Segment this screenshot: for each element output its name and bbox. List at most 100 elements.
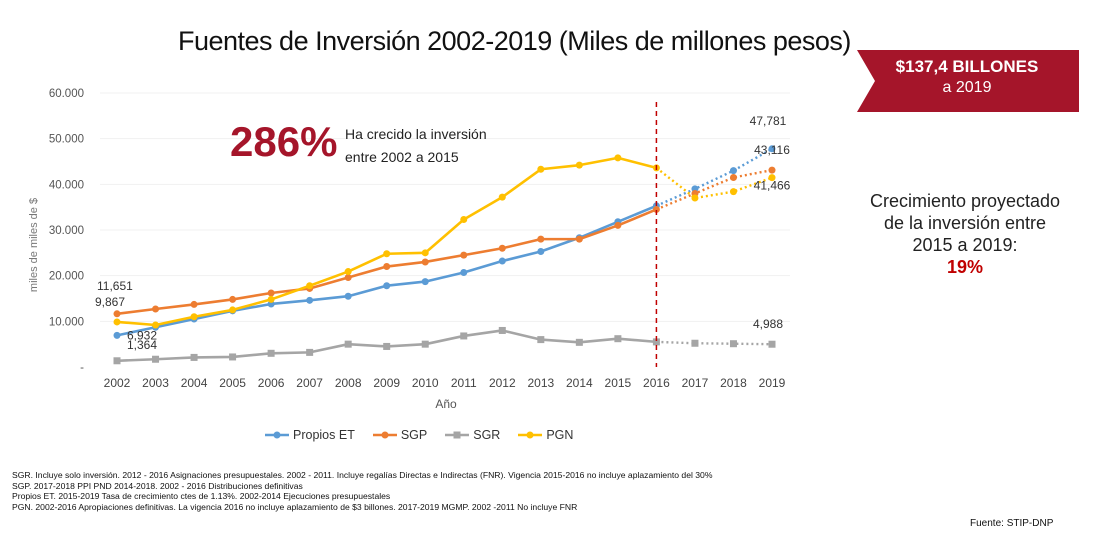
data-point-sgp: [344, 273, 352, 281]
data-point-pgn: [421, 249, 429, 257]
chart-legend: Propios ET SGP SGR PGN: [265, 428, 573, 442]
data-point-sgp: [537, 235, 545, 243]
x-tick-label: 2007: [296, 376, 323, 390]
data-point-sgp: [575, 235, 583, 243]
source-label: Fuente: STIP-DNP: [970, 518, 1054, 529]
x-tick-label: 2004: [181, 376, 208, 390]
data-point-propios-et: [460, 268, 468, 276]
data-point-sgp: [614, 221, 622, 229]
data-point-sgr: [614, 335, 622, 343]
data-point-sgr: [113, 357, 121, 365]
y-tick-label: 50.000: [49, 134, 84, 146]
data-point-sgr: [267, 349, 275, 357]
side-line1: Crecimiento proyectado: [869, 191, 1061, 211]
legend-swatch: [372, 431, 397, 439]
data-point-pgn: [344, 268, 352, 276]
legend-swatch: [265, 431, 289, 439]
footnote-propios: Propios ET. 2015-2019 Tasa de crecimient…: [12, 491, 391, 501]
x-tick-label: 2009: [373, 376, 400, 390]
legend-item-sgp: SGP: [372, 428, 427, 442]
data-point-sgr: [652, 338, 660, 346]
badge-year: a 2019: [942, 79, 992, 96]
footnote-sgp: SGP. 2017-2018 PPI PND 2014-2018. 2002 -…: [12, 480, 303, 491]
series-line-pgn: [116, 156, 657, 327]
data-point-sgp: [460, 251, 468, 259]
side-line2: de la inversión entre: [883, 213, 1047, 233]
legend-item-propios-et: Propios ET: [265, 428, 355, 442]
series-lines: [113, 145, 776, 365]
data-point-propios-et: [768, 145, 776, 153]
chart-title: Fuentes de Inversión 2002-2019 (Miles de…: [178, 26, 851, 56]
data-point-pgn: [498, 193, 506, 201]
y-tick-label: 30.000: [49, 225, 84, 237]
data-point-propios-et: [537, 247, 545, 255]
growth-note-line1: Ha crecido la inversión: [345, 126, 487, 142]
data-point-pgn: [267, 295, 275, 303]
x-tick-label: 2014: [566, 376, 593, 390]
y-tick-label: 10.000: [49, 316, 84, 328]
data-point-propios-et: [113, 331, 121, 339]
data-point-sgr: [460, 332, 468, 340]
data-point-sgp: [652, 205, 660, 213]
x-tick-label: 2005: [219, 376, 246, 390]
data-label: 11,651: [97, 279, 133, 293]
data-point-pgn: [729, 188, 737, 196]
data-point-sgp: [421, 258, 429, 266]
data-point-sgr: [229, 353, 237, 361]
series-projection-sgp: [655, 168, 773, 211]
legend-label: SGR: [473, 428, 501, 442]
data-point-pgn: [460, 215, 468, 223]
series-projection-sgr: [656, 340, 773, 346]
footnote-pgn: PGN. 2002-2016 Apropiaciones definitivas…: [12, 501, 578, 512]
projected-growth-note: Crecimiento proyectado de la inversión e…: [860, 190, 1070, 278]
x-tick-label: 2008: [335, 376, 362, 390]
legend-item-sgr: SGR: [445, 428, 500, 442]
y-tick-label: 20.000: [49, 271, 84, 283]
data-point-pgn: [306, 282, 314, 290]
data-point-sgr: [152, 355, 160, 363]
data-label: 6,932: [127, 328, 157, 342]
data-point-sgp: [152, 305, 160, 313]
footnotes: SGR. Incluye solo inversión. 2012 - 2016…: [12, 470, 802, 512]
growth-note: Ha crecido la inversión entre 2002 a 201…: [345, 123, 535, 169]
legend-swatch: [518, 431, 543, 439]
legend-item-pgn: PGN: [518, 428, 573, 442]
data-label: 1,364: [127, 338, 157, 352]
data-point-pgn: [691, 194, 699, 202]
x-axis-label: Año: [435, 397, 457, 411]
legend-label: PGN: [546, 428, 574, 442]
data-point-sgp: [267, 289, 275, 297]
data-point-sgr: [691, 339, 699, 347]
data-point-pgn: [614, 154, 622, 162]
total-badge: $137,4 BILLONES a 2019: [857, 50, 1087, 112]
x-tick-label: 2013: [527, 376, 554, 390]
data-point-sgp: [229, 295, 237, 303]
data-point-sgp: [383, 263, 391, 271]
legend-swatch: [445, 431, 470, 439]
y-axis-ticks: - 10.000 20.000 30.000 40.000 50.000 60.000: [49, 88, 84, 374]
data-point-sgr: [190, 353, 198, 361]
data-label: 43,116: [754, 143, 790, 157]
data-point-propios-et: [421, 278, 429, 286]
x-tick-label: 2002: [104, 376, 131, 390]
x-tick-label: 2019: [759, 376, 786, 390]
data-point-sgp: [729, 173, 737, 181]
data-point-sgr: [421, 340, 429, 348]
data-point-sgr: [383, 342, 391, 350]
x-tick-label: 2011: [451, 376, 477, 390]
data-point-propios-et: [344, 292, 352, 300]
badge-shape: [857, 50, 1079, 112]
data-point-sgp: [498, 244, 506, 252]
y-tick-label: 40.000: [49, 179, 84, 191]
x-tick-label: 2016: [643, 376, 670, 390]
data-label: 47,781: [750, 114, 787, 128]
data-point-pgn: [768, 174, 776, 182]
data-label: 4,988: [753, 317, 783, 331]
data-point-pgn: [190, 313, 198, 321]
line-chart: - 10.000 20.000 30.000 40.000 50.000 60.000 20…: [28, 88, 791, 411]
data-point-pgn: [152, 321, 160, 329]
data-point-sgr: [537, 336, 545, 344]
x-tick-label: 2012: [489, 376, 516, 390]
data-label: 9,867: [95, 295, 125, 309]
